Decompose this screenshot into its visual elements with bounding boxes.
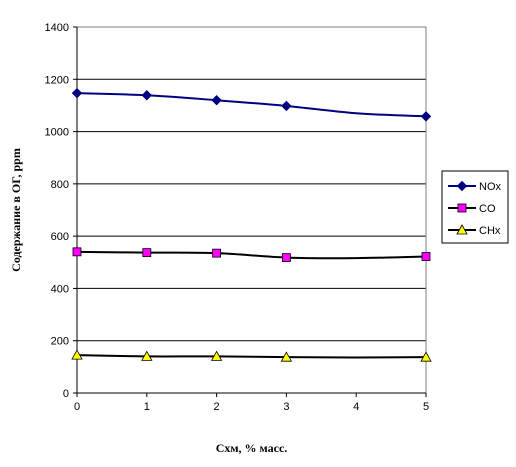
x-tick-label: 2 bbox=[214, 401, 220, 413]
legend-marker bbox=[456, 180, 468, 192]
y-tick-label: 200 bbox=[51, 336, 69, 348]
legend-marker bbox=[456, 224, 468, 235]
x-tick-label: 5 bbox=[423, 401, 429, 413]
y-tick-label: 1000 bbox=[45, 127, 69, 139]
data-point bbox=[141, 350, 153, 361]
data-point bbox=[280, 351, 293, 362]
series-layer bbox=[71, 87, 432, 362]
y-axis-label: Содержание в ОГ, ppm bbox=[9, 148, 23, 272]
data-point bbox=[72, 247, 82, 257]
data-point bbox=[71, 349, 83, 360]
y-tick-label: 400 bbox=[51, 283, 69, 295]
data-point bbox=[420, 351, 432, 362]
legend-label: CHx bbox=[479, 225, 501, 237]
y-tick-label: 1400 bbox=[45, 22, 69, 34]
grid bbox=[77, 26, 426, 342]
legend: NOx CO CHx bbox=[441, 170, 509, 244]
series-line-nox bbox=[76, 92, 427, 118]
y-tick-label: 0 bbox=[63, 388, 69, 400]
legend-marker bbox=[457, 203, 467, 213]
legend-label: CO bbox=[479, 203, 496, 215]
plot-area bbox=[76, 26, 427, 394]
data-point bbox=[71, 87, 83, 99]
data-point bbox=[141, 90, 153, 101]
legend-label: NOx bbox=[479, 181, 502, 193]
x-tick-label: 3 bbox=[283, 401, 289, 413]
data-point bbox=[212, 248, 222, 258]
data-point bbox=[211, 94, 222, 106]
series-line-chx bbox=[76, 354, 427, 359]
data-point bbox=[421, 252, 431, 261]
series-line-co bbox=[76, 250, 427, 260]
data-point bbox=[210, 350, 223, 361]
data-point bbox=[281, 100, 292, 112]
x-tick-label: 1 bbox=[144, 401, 150, 413]
y-tick-label: 800 bbox=[51, 179, 69, 191]
data-point bbox=[142, 248, 152, 258]
x-tick-label: 4 bbox=[353, 401, 359, 413]
y-tick-label: 600 bbox=[51, 231, 69, 243]
data-point bbox=[420, 111, 432, 122]
x-tick-label: 0 bbox=[74, 401, 80, 413]
data-point bbox=[281, 253, 291, 262]
y-tick-label: 1200 bbox=[45, 74, 69, 86]
x-axis-label: Схм, % масс. bbox=[216, 441, 288, 455]
axes: 0 200 400 600 800 1000 1200 1400 0 1 2 3 4 5 bbox=[45, 22, 430, 413]
